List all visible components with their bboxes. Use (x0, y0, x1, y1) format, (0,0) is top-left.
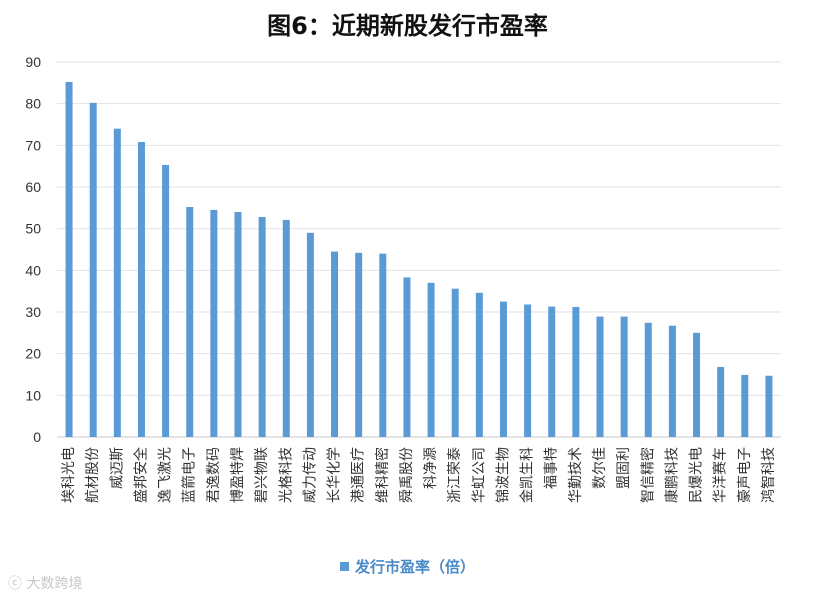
y-tick-label: 50 (25, 221, 41, 237)
x-tick-label: 碧兴物联 (254, 447, 270, 503)
y-tick-label: 60 (25, 179, 41, 195)
y-tick-label: 40 (25, 262, 41, 278)
bar (572, 307, 580, 437)
bar (113, 128, 121, 437)
bar (186, 207, 194, 437)
bar (210, 209, 218, 437)
bar (234, 212, 242, 437)
bar (403, 277, 411, 437)
bar (524, 304, 532, 437)
bar (451, 288, 459, 437)
x-tick-label: 舜禹股份 (399, 447, 415, 503)
bar (596, 316, 604, 437)
bar (89, 102, 97, 437)
x-tick-label: 逸飞激光 (157, 447, 174, 503)
x-tick-label: 港通医疗 (351, 447, 367, 503)
x-tick-label: 华勤技术 (568, 447, 584, 503)
bar (548, 306, 556, 437)
x-tick-label: 科净源 (423, 447, 439, 489)
bars (65, 82, 773, 437)
y-axis-ticks: 0 10 20 30 40 50 60 70 80 90 (25, 54, 41, 445)
x-tick-label: 智信精密 (639, 447, 656, 503)
x-tick-label: 埃科光电 (61, 447, 77, 503)
bar (65, 82, 73, 437)
y-tick-label: 90 (25, 54, 41, 70)
bar (427, 282, 435, 437)
x-axis-ticks: 埃科光电 航材股份 威迈斯 盛邦安全 逸飞激光 蓝箭电子 君逸数码 博盈特焊 碧兴物联 光格科技威… (61, 447, 777, 503)
x-tick-label: 蓝箭电子 (181, 447, 198, 503)
bar (668, 325, 676, 437)
bar (162, 164, 170, 437)
x-tick-label: 鸿智科技 (760, 447, 777, 503)
x-tick-label: 盟固利 (616, 447, 632, 489)
bar (258, 217, 266, 437)
x-tick-label: 华洋赛车 (712, 447, 729, 503)
bar (499, 301, 507, 437)
gridlines (57, 61, 781, 438)
x-tick-label: 长华化学 (327, 447, 343, 503)
y-tick-label: 80 (25, 96, 41, 112)
bar (741, 374, 749, 437)
y-tick-label: 0 (33, 429, 41, 445)
legend-label: 发行市盈率（倍） (354, 558, 475, 576)
x-tick-label: 金凯生科 (520, 447, 536, 503)
legend: 发行市盈率（倍） (0, 556, 815, 577)
bar (306, 232, 314, 437)
x-tick-label: 豪声电子 (737, 447, 753, 503)
bar (137, 142, 145, 437)
y-tick-label: 10 (25, 387, 41, 403)
x-tick-label: 君逸数码 (206, 447, 222, 503)
bar (331, 251, 339, 437)
x-tick-label: 航材股份 (85, 447, 101, 503)
x-tick-label: 维科精密 (374, 447, 391, 503)
x-tick-label: 民爆光电 (689, 447, 705, 503)
x-tick-label: 威迈斯 (109, 447, 125, 489)
bar (475, 292, 483, 437)
y-tick-label: 30 (25, 304, 41, 320)
bar (620, 316, 628, 437)
x-tick-label: 华虹公司 (471, 447, 487, 503)
x-tick-label: 福事特 (544, 447, 560, 489)
y-tick-label: 70 (25, 137, 41, 153)
legend-swatch (339, 562, 349, 571)
x-tick-label: 康鹏科技 (663, 447, 680, 503)
x-tick-label: 锦波生物 (494, 447, 511, 503)
bar (282, 219, 290, 437)
bar (717, 367, 725, 437)
x-tick-label: 博盈特焊 (229, 447, 246, 503)
x-tick-label: 威力传动 (302, 447, 318, 503)
watermark: ⓒ 大数跨境 (8, 576, 83, 592)
y-tick-label: 20 (25, 346, 41, 362)
bar (355, 252, 363, 437)
x-tick-label: 浙江荣泰 (447, 447, 463, 503)
bar (693, 332, 701, 437)
x-tick-label: 盛邦安全 (132, 447, 149, 503)
bar (765, 375, 773, 437)
chart-title: 图6：近期新股发行市盈率 (267, 12, 548, 40)
bar (379, 253, 387, 437)
x-tick-label: 光格科技 (278, 447, 294, 503)
x-tick-label: 数尔佳 (592, 447, 608, 489)
bar (644, 322, 652, 437)
watermark-text: 大数跨境 (26, 576, 83, 592)
